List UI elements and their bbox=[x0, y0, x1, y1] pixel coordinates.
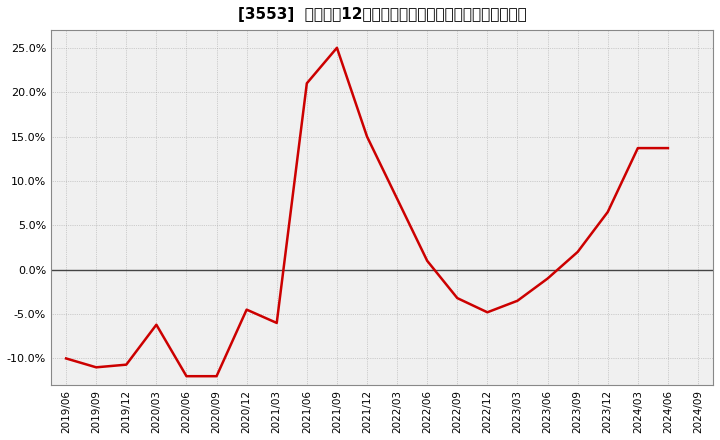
Title: [3553]  売上高の12か月移動合計の対前年同期増減率の推移: [3553] 売上高の12か月移動合計の対前年同期増減率の推移 bbox=[238, 7, 526, 22]
